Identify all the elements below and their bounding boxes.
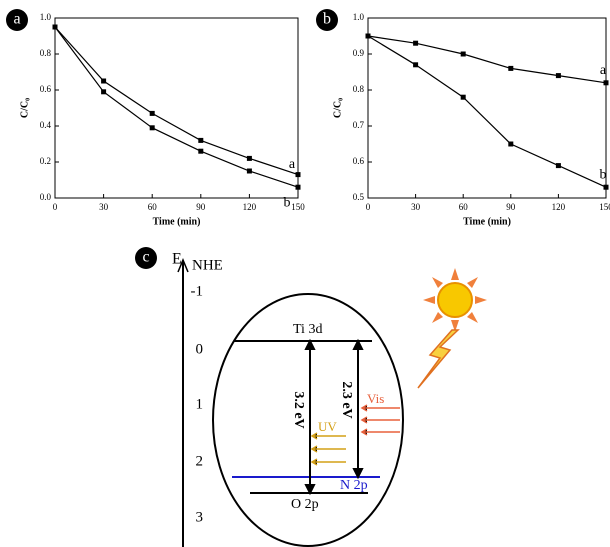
gap-label: 3.2 eV [291,391,306,428]
point [198,137,204,143]
point [101,89,107,95]
band-label: Ti 3d [293,322,322,337]
point [295,172,301,178]
series-line [54,26,299,188]
band-label: N 2p [340,478,368,493]
x-axis-label: Time (min) [153,216,201,227]
panel-badge [6,9,28,31]
point [149,110,155,116]
x-tick-label: 0 [366,202,371,212]
point [460,51,466,57]
series-line [367,35,607,84]
x-axis-label: Time (min) [463,216,511,227]
series-label: a [600,63,607,78]
y-tick-label: 0.8 [353,84,365,94]
x-tick-label: 90 [196,202,206,212]
y-tick-label: 1.0 [353,12,365,22]
point [101,78,107,84]
y-tick-label: 0.8 [40,48,52,58]
axis-unit: NHE [192,257,223,273]
band-label: O 2p [291,497,319,512]
point [555,163,561,169]
x-tick-label: 60 [148,202,158,212]
vis-arrows [360,404,400,436]
x-tick-label: 60 [459,202,469,212]
band-diagram: c E NHE -1 0 1 2 3 Ti 3d N 2p O 2p 3.2 e… [135,247,487,547]
panel-label: a [13,11,20,28]
y-tick-label: 0.2 [40,156,51,166]
point [460,94,466,100]
point [413,62,419,68]
light-label: UV [318,419,337,434]
panel-label: c [142,249,149,266]
y-axis-label: C/C₀ [332,98,343,118]
y-tick-label: 0.6 [353,156,365,166]
series-label: b [284,195,291,210]
light-label: Vis [367,391,384,406]
point [413,40,419,46]
y-axis-label: C/C₀ [19,98,30,118]
x-tick-label: 30 [99,202,109,212]
panel-label: b [323,11,331,28]
axis-tick: 1 [196,396,204,412]
plot-frame [54,17,299,199]
x-tick-label: 150 [291,202,305,212]
point [508,141,514,147]
axis-label: E [172,251,182,268]
x-tick-label: 30 [411,202,421,212]
ellipse [212,293,404,547]
y-tick-label: 0.7 [353,120,365,130]
plot-frame [367,17,607,199]
x-tick-label: 120 [243,202,257,212]
y-tick-label: 0.9 [353,48,365,58]
point [246,155,252,161]
x-tick-label: 120 [552,202,566,212]
point [198,148,204,154]
point [603,80,609,86]
panel-badge [316,9,338,31]
y-tick-label: 0.0 [40,192,52,202]
point [295,184,301,190]
y-tick-label: 1.0 [40,12,52,22]
point [555,73,561,79]
axis-tick: 2 [196,453,204,469]
point [149,125,155,131]
x-tick-label: 150 [599,202,610,212]
point [365,33,371,39]
chart: a 0 30 60 90 120 150 0.0 0.2 0.4 0.6 0.8 1.0 Time (mi… [6,9,305,227]
gap-label: 2.3 eV [339,381,354,418]
gap-arrows [304,338,364,496]
series-label: b [600,167,607,182]
x-tick-label: 0 [53,202,58,212]
series-label: a [289,157,296,172]
point [52,24,58,30]
axis-tick: -1 [191,283,204,299]
axis-tick: 3 [196,509,204,525]
axis-arrow [177,258,189,273]
y-tick-label: 0.4 [40,120,52,130]
panel-badge [135,247,157,269]
sun [417,268,487,389]
y-tick-label: 0.6 [40,84,52,94]
point [246,168,252,174]
series-line [367,35,607,188]
uv-arrows [310,432,346,466]
x-tick-label: 90 [506,202,516,212]
y-tick-label: 0.5 [353,192,365,202]
point [603,184,609,190]
axis-tick: 0 [196,341,204,357]
point [508,65,514,71]
chart: b 0 30 60 90 120 150 0.5 0.6 0.7 0.8 0.9 1.0 Time (mi… [316,9,610,227]
series-line [54,26,299,176]
